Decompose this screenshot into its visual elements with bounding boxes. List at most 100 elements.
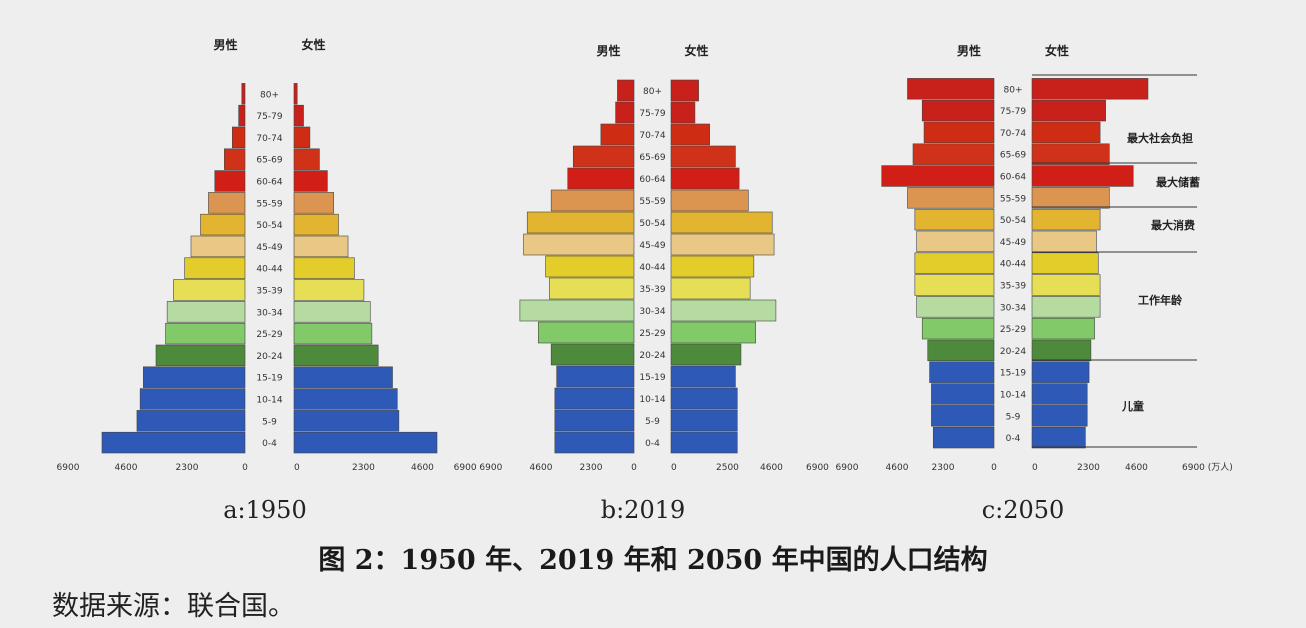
- x-tick-label: 6900: [836, 463, 859, 473]
- x-tick-label: 4600: [530, 463, 553, 473]
- male-bar: [931, 383, 995, 405]
- female-bar: [293, 192, 335, 214]
- x-tick-label: 2300: [1077, 463, 1100, 473]
- male-bar: [556, 365, 635, 388]
- x-tick-label: 0: [671, 463, 677, 473]
- x-tick-label: 4600: [760, 463, 783, 473]
- age-group-label: 40-44: [1000, 260, 1026, 270]
- male-bar: [184, 257, 246, 279]
- female-bar: [1031, 165, 1134, 187]
- female-bar: [670, 167, 740, 190]
- female-bar: [1031, 339, 1092, 362]
- age-group-label: 15-19: [256, 374, 282, 384]
- male-bar: [572, 145, 635, 168]
- age-group-label: 20-24: [639, 351, 665, 361]
- female-bar: [293, 366, 393, 388]
- age-group-label: 30-34: [639, 307, 665, 317]
- male-bar: [907, 78, 995, 100]
- age-group-label: 80+: [1004, 85, 1023, 95]
- x-tick-label: 0: [294, 463, 300, 473]
- age-group-label: 70-74: [256, 134, 282, 144]
- age-group-label: 10-14: [256, 396, 282, 406]
- age-group-label: 75-79: [1000, 107, 1026, 117]
- female-bar: [293, 83, 298, 105]
- panel-a-caption: a:1950: [223, 496, 307, 524]
- male-bar: [550, 189, 635, 212]
- age-group-label: 60-64: [639, 175, 665, 185]
- age-group-label: 30-34: [256, 308, 282, 318]
- male-header: 男性: [957, 43, 981, 58]
- male-bar: [914, 274, 995, 296]
- female-bar: [670, 79, 699, 102]
- female-bar: [670, 387, 738, 410]
- x-tick-label: 6900 (万人): [1182, 462, 1233, 473]
- x-tick-label: 0: [991, 463, 997, 473]
- male-bar: [165, 322, 246, 345]
- age-group-label: 35-39: [256, 287, 282, 297]
- age-group-label: 55-59: [1000, 194, 1026, 204]
- annotation-label: 最大储蓄: [1156, 175, 1200, 189]
- male-bar: [617, 79, 635, 102]
- male-bar: [881, 165, 995, 187]
- female-bar: [293, 170, 328, 192]
- female-bar: [293, 322, 373, 345]
- male-bar: [916, 230, 995, 253]
- male-bar: [231, 126, 246, 149]
- age-group-label: 65-69: [1000, 151, 1026, 161]
- age-group-label: 10-14: [1000, 391, 1026, 401]
- age-group-label: 0-4: [262, 439, 277, 449]
- x-tick-label: 2300: [352, 463, 375, 473]
- male-bar: [932, 426, 995, 449]
- female-bar: [293, 213, 339, 236]
- male-bar: [173, 279, 246, 301]
- female-bar: [293, 279, 365, 301]
- age-group-label: 20-24: [1000, 347, 1026, 357]
- female-bar: [670, 101, 696, 124]
- age-group-label: 25-29: [639, 329, 665, 339]
- data-source: 数据来源：联合国。: [52, 591, 295, 622]
- age-group-label: 65-69: [256, 156, 282, 166]
- age-group-label: 40-44: [256, 265, 282, 275]
- female-bar: [670, 321, 756, 344]
- female-bar: [1031, 78, 1149, 100]
- age-group-label: 45-49: [639, 241, 665, 251]
- male-bar: [914, 208, 995, 231]
- female-bar: [1031, 361, 1090, 383]
- age-group-label: 45-49: [1000, 238, 1026, 248]
- female-bar: [670, 189, 749, 212]
- female-bar: [1031, 426, 1086, 449]
- age-group-label: 75-79: [639, 109, 665, 119]
- female-header: 女性: [684, 43, 708, 58]
- age-group-label: 5-9: [1006, 412, 1021, 422]
- female-bar: [1031, 317, 1095, 340]
- x-tick-label: 6900 6900: [454, 463, 503, 473]
- age-group-label: 55-59: [639, 197, 665, 207]
- age-group-label: 35-39: [1000, 282, 1026, 292]
- male-bar: [931, 405, 995, 427]
- female-bar: [1031, 143, 1110, 165]
- female-bar: [670, 365, 736, 388]
- age-group-label: 65-69: [639, 153, 665, 163]
- x-tick-label: 4600: [115, 463, 138, 473]
- male-bar: [916, 296, 995, 318]
- female-bar: [293, 126, 311, 149]
- female-bar: [670, 145, 736, 168]
- x-tick-label: 6900: [57, 463, 80, 473]
- female-bar: [1031, 405, 1088, 427]
- male-bar: [615, 101, 635, 124]
- x-tick-label: 0: [242, 463, 248, 473]
- female-bar: [293, 301, 371, 323]
- male-bar: [526, 211, 635, 234]
- age-group-label: 5-9: [262, 417, 277, 427]
- female-bar: [1031, 99, 1106, 122]
- male-bar: [208, 192, 246, 214]
- female-bar: [293, 410, 400, 432]
- female-bar: [670, 233, 775, 256]
- male-bar: [554, 431, 635, 454]
- male-bar: [155, 344, 246, 367]
- male-bar: [537, 321, 635, 344]
- age-group-label: 25-29: [1000, 325, 1026, 335]
- annotation-label: 最大消费: [1151, 218, 1195, 232]
- x-tick-label: 0: [631, 463, 637, 473]
- age-group-label: 35-39: [639, 285, 665, 295]
